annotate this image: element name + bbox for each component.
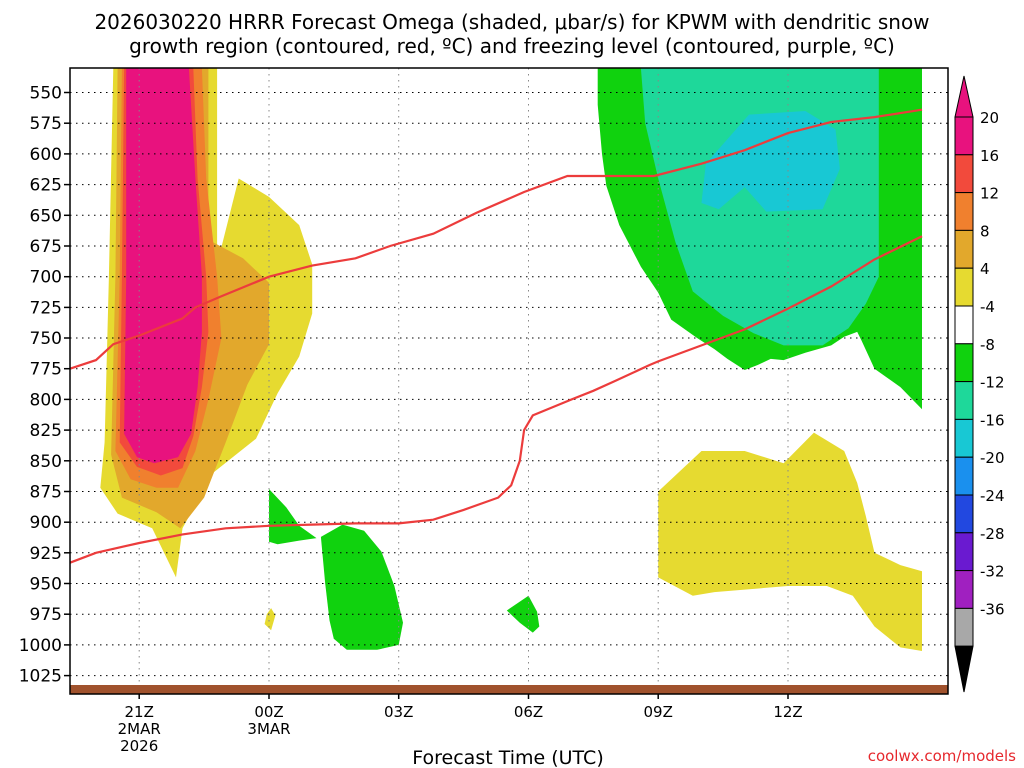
omega-region-5	[264, 608, 276, 631]
colorbar-tick-label: -8	[980, 336, 995, 354]
colorbar-bin	[954, 343, 974, 383]
contour-line-0	[69, 108, 923, 370]
y-tick-label: 675	[30, 237, 62, 257]
y-tick-label: 825	[30, 421, 62, 441]
omega-colorbar: 20 16 12 8 4 -4 -8 -12 -16 -20 -24 -28 -32 -36	[954, 75, 1005, 693]
colorbar-bin	[954, 116, 974, 156]
colorbar-bin	[954, 381, 974, 420]
omega-region-10	[269, 489, 317, 545]
x-tick-label: 09Z	[644, 703, 673, 721]
x-tick-label: 3MAR	[247, 720, 290, 738]
x-tick-label: 21Z	[125, 703, 154, 721]
colorbar-tick-label: -24	[980, 487, 1005, 505]
colorbar-top-arrow	[954, 75, 974, 118]
colorbar-tick-label: 4	[980, 260, 990, 278]
chart-title-line2: growth region (contoured, red, ºC) and f…	[129, 34, 895, 58]
plot-frame	[69, 67, 949, 695]
contour-line-1	[69, 235, 923, 564]
y-tick-label: 750	[30, 329, 62, 349]
colorbar-bottom-arrow	[954, 645, 974, 693]
y-tick-label: 975	[30, 605, 62, 625]
colorbar-bin	[954, 154, 974, 194]
colorbar-tick-label: -16	[980, 411, 1005, 429]
colorbar-bin	[954, 456, 974, 496]
colorbar-tick-label: 16	[980, 147, 999, 165]
colorbar-bin	[954, 494, 974, 534]
colorbar-bin	[954, 607, 974, 647]
y-tick-label: 875	[30, 483, 62, 503]
omega-region-6	[658, 432, 922, 651]
credit-text: coolwx.com/models	[868, 747, 1016, 765]
omega-region-9	[701, 111, 840, 212]
colorbar-tick-label: -36	[980, 600, 1005, 618]
colorbar-bin	[954, 229, 974, 269]
chart-title-line1: 2026030220 HRRR Forecast Omega (shaded, …	[94, 10, 929, 34]
omega-shaded-regions	[100, 68, 922, 651]
colorbar-tick-label: -4	[980, 298, 995, 316]
y-tick-label: 600	[30, 145, 62, 165]
contour-lines	[69, 108, 923, 564]
x-tick-label: 2026	[120, 737, 158, 755]
omega-region-12	[506, 595, 540, 633]
x-tick-label: 00Z	[254, 703, 283, 721]
colorbar-tick-label: 8	[980, 222, 990, 240]
colorbar-tick-label: -12	[980, 374, 1005, 392]
y-tick-label: 1025	[19, 667, 62, 687]
x-axis-label: Forecast Time (UTC)	[412, 747, 603, 768]
y-tick-label: 925	[30, 544, 62, 564]
y-tick-label: 700	[30, 268, 62, 288]
colorbar-tick-label: 12	[980, 185, 999, 203]
colorbar-bin	[954, 570, 974, 609]
colorbar-bin	[954, 305, 974, 345]
y-tick-label: 650	[30, 206, 62, 226]
y-tick-label: 1000	[19, 636, 62, 656]
omega-region-11	[320, 524, 403, 650]
y-axis-ticks: 550 575 600 625 650 675 700 725 750 775 800 825 850 8…	[19, 84, 70, 687]
y-tick-label: 725	[30, 298, 62, 318]
x-tick-label: 2MAR	[118, 720, 161, 738]
colorbar-bin	[954, 418, 974, 458]
x-tick-label: 12Z	[773, 703, 802, 721]
colorbar-tick-label: -28	[980, 525, 1005, 543]
y-tick-label: 900	[30, 513, 62, 533]
y-tick-label: 800	[30, 390, 62, 410]
y-tick-label: 625	[30, 176, 62, 196]
y-tick-label: 850	[30, 452, 62, 472]
x-tick-label: 03Z	[384, 703, 413, 721]
plot-grid	[70, 68, 948, 694]
x-tick-label: 06Z	[514, 703, 543, 721]
omega-region-4	[124, 68, 202, 464]
colorbar-bin	[954, 192, 974, 231]
y-tick-label: 950	[30, 575, 62, 595]
colorbar-tick-label: -32	[980, 563, 1005, 581]
ground-band	[70, 685, 948, 694]
y-tick-label: 575	[30, 114, 62, 134]
colorbar-tick-label: -20	[980, 449, 1005, 467]
colorbar-bin	[954, 532, 974, 572]
y-tick-label: 550	[30, 84, 62, 104]
colorbar-tick-label: 20	[980, 109, 999, 127]
colorbar-bin	[954, 267, 974, 307]
y-tick-label: 775	[30, 360, 62, 380]
